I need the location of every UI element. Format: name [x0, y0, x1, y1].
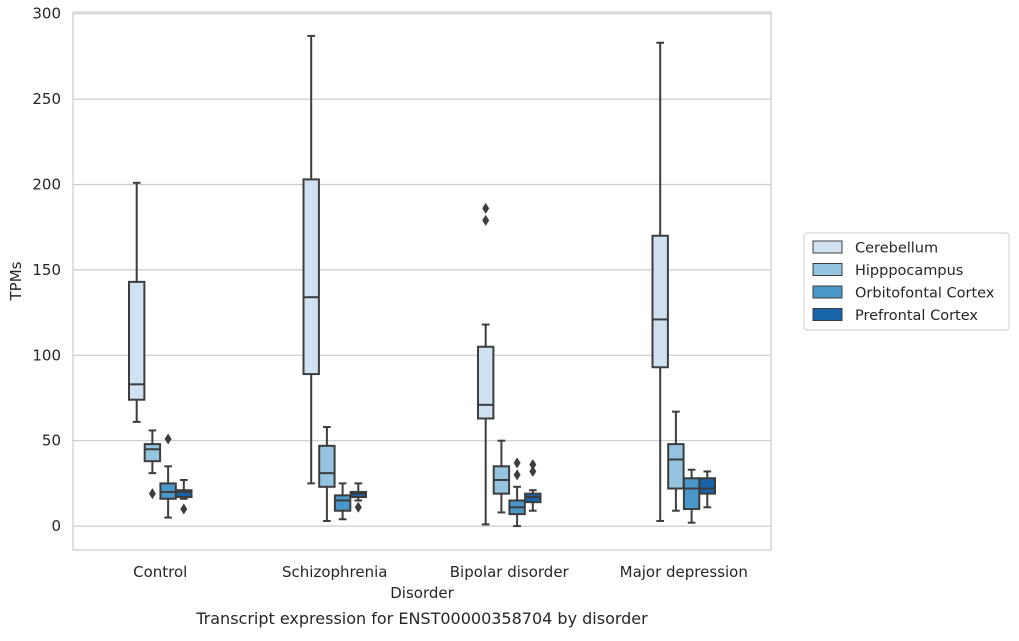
x-tick-label: Bipolar disorder: [450, 563, 570, 581]
x-tick-label: Schizophrenia: [282, 563, 387, 581]
x-axis-label: Disorder: [390, 584, 454, 602]
grid: [73, 13, 771, 527]
legend-label: Hipppocampus: [855, 263, 963, 279]
plot-area: [127, 34, 717, 528]
box: [651, 234, 669, 369]
y-axis-label: TPMs: [7, 261, 25, 301]
legend: Cerebellum Hipppocampus Orbitofontal Corte…: [803, 232, 1010, 331]
y-axis: 0 50 100 150 200 250 300: [32, 5, 61, 535]
x-tick-label: Major depression: [620, 563, 748, 581]
legend-swatch: [812, 308, 843, 321]
y-tick-label: 50: [42, 432, 61, 450]
legend-swatch: [812, 240, 843, 254]
box: [318, 444, 336, 488]
box-group: [476, 202, 495, 526]
legend-label: Orbitofontal Cortex: [855, 286, 995, 302]
box-group: [175, 478, 193, 515]
outlier-point: [513, 457, 521, 469]
box-group: [143, 429, 162, 500]
box-group: [318, 426, 336, 522]
outlier-point: [482, 214, 490, 226]
outlier-point: [513, 469, 521, 481]
x-axis: Control Schizophrenia Bipolar disorder Majo…: [133, 563, 748, 581]
box: [682, 477, 701, 511]
box-group: [508, 457, 526, 528]
box-group: [667, 410, 685, 512]
chart-title: Transcript expression for ENST0000035870…: [195, 609, 648, 628]
box-group: [333, 482, 352, 521]
box-group: [524, 459, 542, 512]
plot-frame: [72, 11, 772, 551]
box: [175, 489, 193, 499]
y-tick-label: 200: [32, 176, 61, 194]
outlier-point: [482, 202, 490, 214]
outlier-point: [148, 488, 156, 500]
box: [302, 178, 320, 376]
box-group: [492, 439, 511, 514]
box: [476, 345, 495, 420]
box: [333, 494, 352, 512]
box-group: [159, 433, 177, 519]
y-tick-label: 250: [32, 90, 61, 108]
outlier-point: [529, 465, 537, 477]
outlier-point: [354, 501, 362, 513]
box-group: [302, 34, 320, 485]
outlier-point: [529, 459, 537, 471]
box: [698, 477, 717, 495]
y-tick-label: 300: [32, 5, 61, 23]
outlier-point: [180, 503, 188, 515]
legend-label: Cerebellum: [855, 241, 938, 257]
box: [143, 443, 162, 463]
legend-swatch: [812, 263, 843, 276]
box: [667, 443, 685, 490]
box-group: [682, 468, 701, 524]
x-tick-label: Control: [133, 563, 187, 581]
legend-label: Prefrontal Cortex: [855, 308, 978, 324]
y-tick-label: 150: [32, 261, 61, 279]
box-group: [651, 41, 669, 522]
y-tick-label: 100: [32, 346, 61, 364]
box-group: [127, 181, 146, 423]
box-group: [349, 482, 368, 513]
legend-swatch: [812, 285, 843, 299]
y-tick-label: 0: [51, 517, 61, 535]
outlier-point: [164, 433, 172, 445]
box: [127, 280, 146, 401]
box-group: [698, 470, 717, 509]
legend-frame: [803, 232, 1010, 331]
